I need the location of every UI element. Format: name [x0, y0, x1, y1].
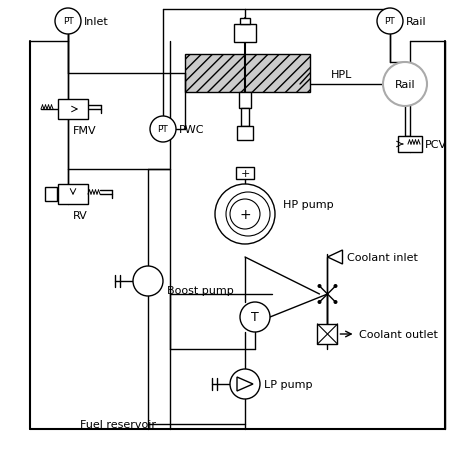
Bar: [318, 324, 337, 344]
Circle shape: [334, 285, 337, 288]
Circle shape: [230, 369, 260, 399]
Bar: [240, 19, 250, 25]
Bar: [58, 184, 88, 205]
Bar: [241, 109, 249, 127]
Text: PWC: PWC: [179, 125, 204, 135]
Text: Boost pump: Boost pump: [167, 285, 234, 295]
Text: RV: RV: [73, 211, 88, 221]
Text: Fuel reservoir: Fuel reservoir: [80, 419, 156, 429]
Text: Coolant outlet: Coolant outlet: [359, 329, 438, 339]
Text: +: +: [240, 169, 250, 179]
Bar: [237, 127, 253, 141]
Text: PCV: PCV: [425, 140, 447, 150]
Text: HP pump: HP pump: [283, 199, 334, 210]
Text: FMV: FMV: [73, 126, 97, 136]
Text: T: T: [251, 311, 259, 324]
Bar: [398, 137, 422, 152]
Text: PT: PT: [384, 18, 395, 27]
Text: Rail: Rail: [406, 17, 427, 27]
Bar: [58, 100, 88, 120]
Text: HPL: HPL: [331, 70, 352, 80]
Circle shape: [383, 63, 427, 107]
Text: LP pump: LP pump: [264, 379, 312, 389]
Circle shape: [150, 117, 176, 143]
Bar: [239, 93, 251, 109]
Text: Coolant inlet: Coolant inlet: [347, 253, 419, 262]
Polygon shape: [328, 250, 343, 264]
Text: Inlet: Inlet: [84, 17, 109, 27]
Bar: [45, 188, 57, 202]
Bar: [185, 55, 310, 93]
Bar: [234, 25, 256, 43]
Circle shape: [377, 9, 403, 35]
Text: PT: PT: [63, 18, 73, 27]
Circle shape: [318, 285, 321, 288]
Circle shape: [334, 300, 337, 304]
Circle shape: [55, 9, 81, 35]
Circle shape: [318, 300, 321, 304]
Text: Rail: Rail: [395, 80, 415, 90]
Circle shape: [240, 302, 270, 332]
Circle shape: [133, 267, 163, 296]
Text: PT: PT: [158, 125, 168, 134]
Text: +: +: [239, 207, 251, 221]
Bar: [236, 168, 254, 179]
Circle shape: [215, 184, 275, 244]
